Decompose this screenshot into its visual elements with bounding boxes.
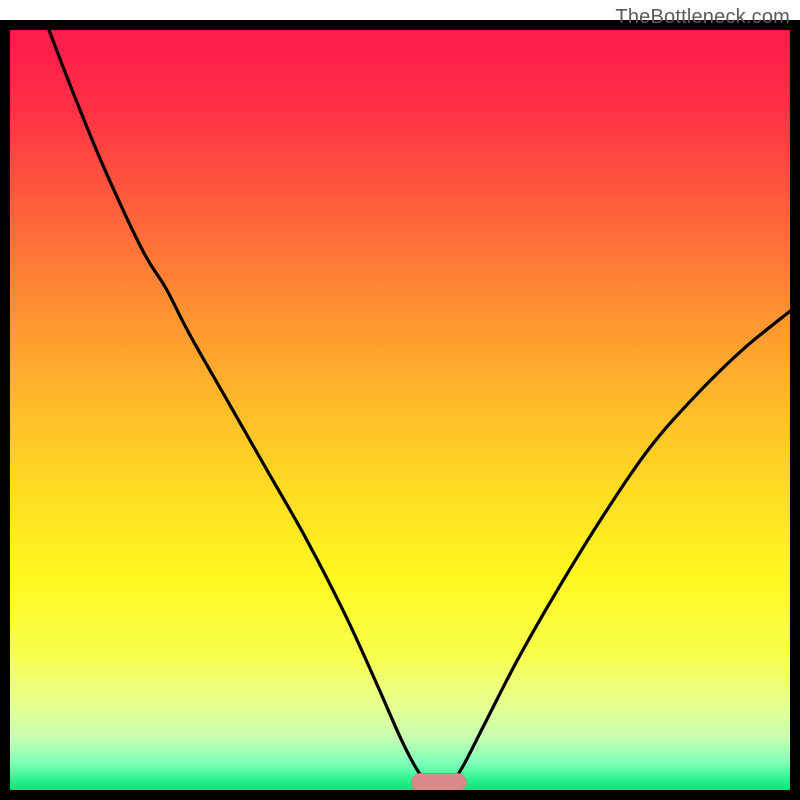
minimum-marker <box>412 773 467 791</box>
plot-background <box>10 30 790 790</box>
watermark-text: TheBottleneck.com <box>615 6 790 29</box>
bottleneck-chart <box>0 0 800 800</box>
chart-stage: TheBottleneck.com <box>0 0 800 800</box>
